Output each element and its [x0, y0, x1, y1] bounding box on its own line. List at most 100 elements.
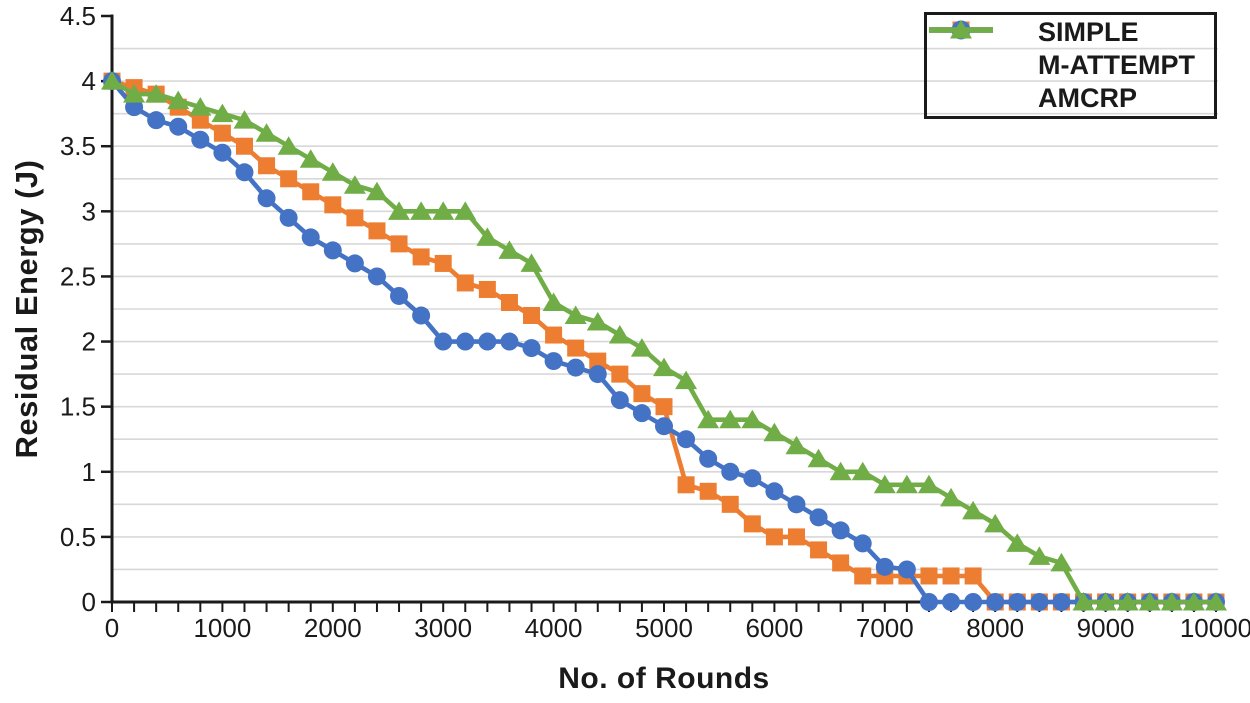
data-point-circle — [942, 593, 961, 611]
data-point-triangle — [255, 123, 278, 142]
data-point-triangle — [1006, 533, 1029, 552]
data-point-circle — [279, 208, 298, 227]
data-point-circle — [1008, 593, 1027, 611]
data-point-square — [258, 157, 276, 175]
y-tick-label: 2 — [82, 327, 96, 357]
data-point-triangle — [763, 422, 786, 442]
x-tick-label: 3000 — [414, 613, 472, 643]
x-tick-label: 5000 — [635, 613, 693, 643]
data-point-square — [545, 326, 563, 344]
y-tick-label: 2.5 — [60, 261, 96, 291]
data-point-square — [324, 196, 342, 214]
data-point-circle — [831, 521, 850, 540]
y-axis-title: Residual Energy (J) — [9, 159, 44, 459]
x-tick-label: 6000 — [745, 613, 803, 643]
data-point-circle — [588, 365, 607, 384]
data-point-triangle — [917, 474, 940, 494]
data-point-circle — [478, 332, 497, 351]
data-point-circle — [897, 560, 916, 579]
axes: 0 0.5 1 1.5 2 2.5 3 3.5 4 4.5 0 1000 2000 3000 4000 500… — [60, 1, 1250, 643]
legend-item-simple: SIMPLE — [929, 16, 1214, 48]
x-tick-label: 9000 — [1077, 613, 1135, 643]
data-point-square — [589, 352, 607, 370]
data-point-triangle — [675, 370, 698, 390]
data-point-triangle — [697, 409, 720, 429]
data-point-circle — [809, 508, 828, 527]
data-point-square — [567, 339, 585, 357]
data-point-square — [302, 183, 320, 201]
data-point-square — [280, 170, 298, 188]
data-point-triangle — [1116, 592, 1139, 611]
data-point-triangle — [962, 500, 985, 520]
data-point-circle — [1052, 593, 1071, 611]
data-point-circle — [169, 117, 188, 136]
data-point-square — [191, 111, 209, 129]
data-point-circle — [1030, 593, 1049, 611]
gridlines — [112, 47, 1218, 571]
data-point-circle — [367, 267, 386, 286]
legend-label-simple: SIMPLE — [1038, 16, 1139, 47]
data-point-triangle — [851, 461, 874, 481]
data-point-square — [964, 567, 982, 585]
x-tick-label: 4000 — [525, 613, 583, 643]
x-tick-label: 2000 — [304, 613, 362, 643]
data-point-square — [611, 365, 629, 383]
legend-item-amcrp: AMCRP — [929, 20, 1214, 115]
x-tick-label: 8000 — [966, 613, 1024, 643]
data-point-circle — [500, 332, 519, 351]
data-point-square — [633, 385, 651, 403]
data-point-triangle — [277, 136, 300, 155]
data-point-triangle — [653, 357, 675, 377]
data-point-triangle — [321, 162, 344, 181]
data-point-circle — [434, 332, 453, 351]
data-point-triangle — [1160, 592, 1183, 611]
data-point-circle — [853, 534, 872, 553]
x-axis-title: No. of Rounds — [558, 662, 770, 695]
data-point-square — [942, 567, 960, 585]
data-point-circle — [787, 495, 806, 514]
data-point-circle — [213, 143, 232, 162]
data-point-circle — [655, 417, 673, 436]
y-tick-label: 3 — [82, 196, 96, 226]
data-point-circle — [522, 339, 541, 358]
y-tick-label: 0 — [82, 587, 96, 617]
data-point-triangle — [476, 227, 499, 246]
data-point-circle — [875, 557, 894, 576]
data-point-triangle — [454, 201, 477, 220]
m-attempt-circle-marker-icon — [929, 20, 1031, 81]
legend-label-m-attempt: M-ATTEMPT — [1038, 50, 1195, 80]
data-point-triangle — [984, 513, 1007, 533]
amcrp-triangle-marker-icon — [929, 20, 1031, 114]
data-point-square — [655, 398, 673, 416]
x-tick-label: 10000 — [1180, 613, 1250, 643]
data-point-circle — [147, 111, 166, 130]
data-point-square — [787, 528, 805, 546]
data-point-circle — [191, 130, 210, 149]
data-point-square — [743, 515, 761, 533]
data-point-triangle — [1182, 592, 1205, 611]
data-point-triangle — [873, 474, 896, 494]
data-point-triangle — [211, 103, 234, 123]
data-point-triangle — [498, 240, 521, 259]
data-point-triangle — [167, 90, 190, 110]
data-point-square — [920, 567, 938, 585]
y-tick-label: 1.5 — [60, 392, 96, 422]
data-point-triangle — [542, 292, 565, 311]
data-point-triangle — [343, 175, 366, 194]
data-point-square — [456, 274, 474, 292]
data-point-circle — [345, 254, 364, 273]
legend: SIMPLE M-ATTEMPT AMCRP — [924, 12, 1217, 119]
data-point-square — [523, 307, 541, 325]
data-point-circle — [390, 286, 409, 305]
data-point-triangle — [299, 149, 322, 168]
legend-item-m-attempt: M-ATTEMPT — [929, 20, 1214, 82]
data-point-triangle — [608, 325, 631, 344]
data-point-square — [854, 567, 872, 585]
data-point-circle — [699, 449, 718, 468]
data-point-triangle — [233, 110, 256, 129]
data-point-circle — [964, 593, 983, 611]
data-point-triangle — [1028, 546, 1051, 565]
data-point-triangle — [630, 338, 653, 357]
